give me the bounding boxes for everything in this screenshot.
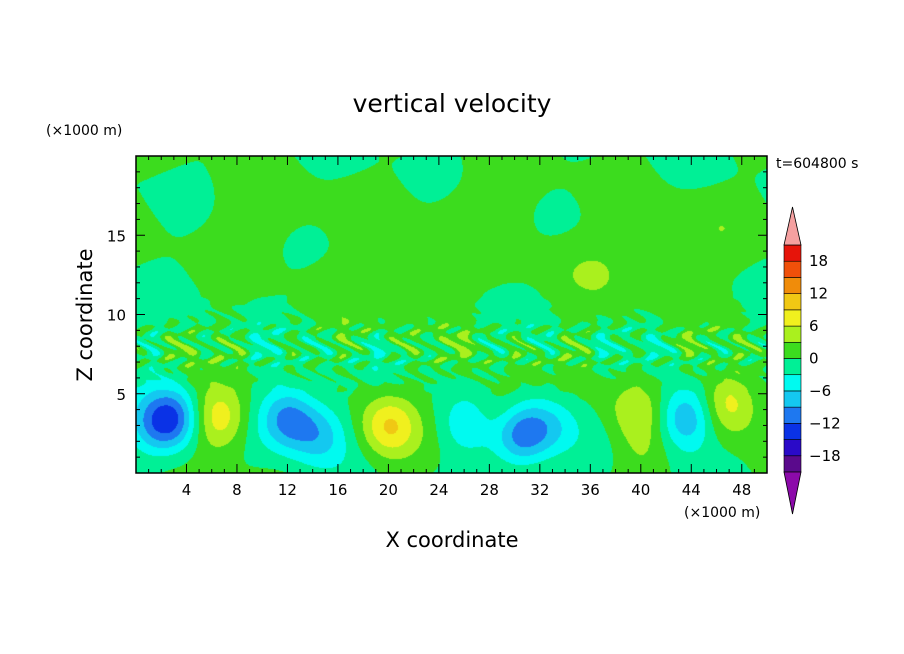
- colorbar-label: 18: [809, 252, 828, 270]
- y-tick-label: 15: [107, 227, 126, 245]
- colorbar-swatch: [783, 439, 802, 457]
- colorbar-label: 6: [809, 317, 819, 335]
- colorbar-swatch: [783, 341, 802, 359]
- colorbar-swatch: [783, 309, 802, 327]
- colorbar-swatch: [783, 277, 802, 294]
- plot-area: [135, 155, 768, 474]
- colorbar-swatch: [783, 293, 802, 311]
- x-tick-label: 16: [328, 481, 347, 499]
- x-tick-label: 40: [631, 481, 650, 499]
- y-axis-title: Z coordinate: [73, 248, 97, 381]
- colorbar-swatch: [783, 358, 802, 376]
- x-tick-label: 36: [581, 481, 600, 499]
- colorbar-label: −12: [809, 414, 841, 432]
- colorbar-label: 12: [809, 285, 828, 303]
- x-tick-label: 8: [232, 481, 242, 499]
- x-tick-label: 28: [480, 481, 499, 499]
- colorbar-over-arrow: [783, 206, 802, 246]
- x-tick-label: 20: [379, 481, 398, 499]
- x-tick-label: 24: [429, 481, 448, 499]
- time-label: t=604800 s: [776, 156, 858, 172]
- colorbar-swatch: [783, 325, 802, 343]
- x-tick-label: 32: [530, 481, 549, 499]
- chart-title: vertical velocity: [353, 89, 552, 118]
- colorbar-swatch: [783, 390, 802, 408]
- y-unit-label: (×1000 m): [46, 123, 122, 139]
- x-tick-label: 48: [732, 481, 751, 499]
- colorbar-swatch: [783, 260, 802, 278]
- colorbar-swatch: [783, 455, 802, 473]
- colorbar-label: 0: [809, 350, 819, 368]
- colorbar-swatch: [783, 423, 802, 440]
- x-axis-title: X coordinate: [385, 528, 518, 552]
- colorbar-under-arrow: [783, 471, 802, 515]
- colorbar-swatch: [783, 244, 802, 262]
- colorbar-label: −18: [809, 447, 841, 465]
- x-tick-label: 12: [278, 481, 297, 499]
- colorbar: 18 12 6 0 −6 −12 −18: [783, 206, 841, 515]
- colorbar-swatch: [783, 374, 802, 392]
- x-tick-label: 4: [182, 481, 192, 499]
- x-axis-ticks: 4 8 12 16 20 24 28 32 36 40 44 48: [148, 156, 755, 499]
- x-tick-label: 44: [682, 481, 701, 499]
- colorbar-label: −6: [809, 382, 831, 400]
- x-unit-label: (×1000 m): [684, 505, 760, 521]
- velocity-field: [136, 156, 767, 473]
- y-tick-label: 10: [107, 307, 126, 325]
- colorbar-swatch: [783, 406, 802, 424]
- y-tick-label: 5: [116, 386, 126, 404]
- y-axis-ticks: 5 10 15: [107, 171, 767, 458]
